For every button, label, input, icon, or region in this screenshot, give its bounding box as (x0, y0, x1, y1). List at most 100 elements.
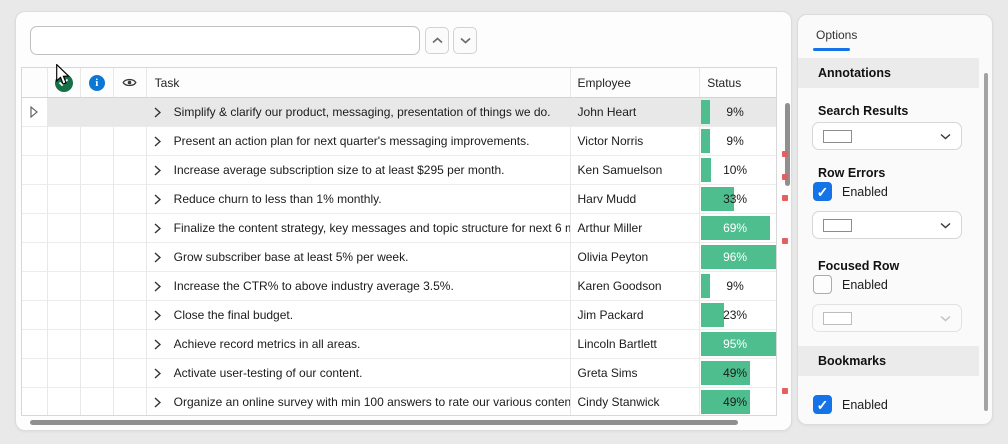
checkbox-bookmarks[interactable] (813, 395, 832, 414)
tab-options[interactable]: Options (816, 28, 858, 42)
employee-cell[interactable]: Jim Packard (570, 301, 701, 330)
expand-chevron-icon[interactable] (154, 367, 161, 379)
task-cell[interactable]: Close the final budget. (146, 301, 571, 330)
expand-chevron-icon[interactable] (154, 222, 161, 234)
expand-chevron-icon[interactable] (154, 251, 161, 263)
employee-cell[interactable]: Lincoln Bartlett (570, 330, 701, 359)
header-cell-task[interactable]: Task (147, 68, 571, 97)
status-cell[interactable]: 69% (700, 214, 776, 243)
status-cell[interactable]: 33% (700, 185, 776, 214)
row-errors-enabled-row: Enabled (813, 182, 888, 201)
expand-chevron-icon[interactable] (154, 193, 161, 205)
employee-cell[interactable]: Ken Samuelson (570, 156, 701, 185)
employee-cell[interactable]: Karen Goodson (570, 272, 701, 301)
expand-chevron-icon[interactable] (154, 164, 161, 176)
task-cell[interactable]: Activate user-testing of our content. (146, 359, 571, 388)
expand-chevron-icon[interactable] (154, 106, 161, 118)
expand-chevron-icon[interactable] (154, 338, 161, 350)
eye-annotation-cell (113, 127, 147, 156)
header-cell-info[interactable]: i (81, 68, 114, 97)
employee-cell[interactable]: Arthur Miller (570, 214, 701, 243)
task-cell[interactable]: Reduce churn to less than 1% monthly. (146, 185, 571, 214)
header-cell-status[interactable]: Status (707, 75, 742, 90)
task-cell[interactable]: Grow subscriber base at least 5% per wee… (146, 243, 571, 272)
dropdown-row-errors-color[interactable] (812, 211, 962, 239)
task-cell[interactable]: Increase the CTR% to above industry aver… (146, 272, 571, 301)
search-prev-button[interactable] (425, 27, 449, 54)
focused-row-enabled-row: Enabled (813, 275, 888, 294)
table-row[interactable]: Achieve record metrics in all areas. Lin… (22, 330, 776, 359)
header-cell-check[interactable] (48, 68, 81, 97)
status-cell[interactable]: 9% (700, 272, 776, 301)
task-cell[interactable]: Organize an online survey with min 100 a… (146, 388, 571, 415)
task-cell[interactable]: Present an action plan for next quarter'… (146, 127, 571, 156)
task-cell[interactable]: Finalize the content strategy, key messa… (146, 214, 571, 243)
employee-cell[interactable]: John Heart (570, 98, 701, 127)
expand-chevron-icon[interactable] (154, 280, 161, 292)
header-cell-eye[interactable] (114, 68, 147, 97)
table-row[interactable]: Grow subscriber base at least 5% per wee… (22, 243, 776, 272)
status-cell[interactable]: 49% (700, 388, 776, 415)
employee-cell[interactable]: Olivia Peyton (570, 243, 701, 272)
status-progress-bar (701, 274, 711, 298)
scrollbar-annotation-mark (782, 151, 788, 157)
employee-cell[interactable]: Victor Norris (570, 127, 701, 156)
info-annotation-cell (80, 185, 114, 214)
status-cell[interactable]: 10% (700, 156, 776, 185)
status-cell[interactable]: 95% (700, 330, 776, 359)
task-cell[interactable]: Achieve record metrics in all areas. (146, 330, 571, 359)
task-cell[interactable]: Simplify & clarify our product, messagin… (146, 98, 571, 127)
status-label: 96% (723, 250, 748, 264)
chevron-down-icon (940, 315, 951, 322)
checkbox-focused-row[interactable] (813, 275, 832, 294)
header-cell-employee[interactable]: Employee (571, 68, 701, 97)
task-text: Achieve record metrics in all areas. (173, 337, 361, 351)
status-progress-bar (701, 361, 751, 385)
table-row[interactable]: Organize an online survey with min 100 a… (22, 388, 776, 415)
checkbox-row-errors[interactable] (813, 182, 832, 201)
table-row[interactable]: Finalize the content strategy, key messa… (22, 214, 776, 243)
status-progress-bar (701, 245, 776, 269)
table-row[interactable]: Present an action plan for next quarter'… (22, 127, 776, 156)
dropdown-search-results-color[interactable] (812, 122, 962, 150)
search-input[interactable] (30, 26, 420, 55)
task-text: Finalize the content strategy, key messa… (173, 221, 571, 235)
check-annotation-cell (47, 214, 81, 243)
table-row[interactable]: Increase average subscription size to at… (22, 156, 776, 185)
task-text: Increase average subscription size to at… (173, 163, 505, 177)
search-next-button[interactable] (453, 27, 477, 54)
table-row[interactable]: Increase the CTR% to above industry aver… (22, 272, 776, 301)
horizontal-scrollbar-thumb[interactable] (30, 420, 738, 425)
eye-annotation-cell (113, 301, 147, 330)
status-cell[interactable]: 49% (700, 359, 776, 388)
status-cell[interactable]: 9% (700, 127, 776, 156)
info-annotation-cell (80, 359, 114, 388)
expand-chevron-icon[interactable] (154, 135, 161, 147)
task-cell[interactable]: Increase average subscription size to at… (146, 156, 571, 185)
table-row[interactable]: Simplify & clarify our product, messagin… (22, 98, 776, 127)
employee-cell[interactable]: Cindy Stanwick (570, 388, 701, 415)
task-text: Simplify & clarify our product, messagin… (173, 105, 551, 119)
row-indicator-cell (22, 359, 48, 388)
expand-chevron-icon[interactable] (154, 309, 161, 321)
table-row[interactable]: Close the final budget. Jim Packard 23% (22, 301, 776, 330)
panel-scrollbar-thumb[interactable] (984, 73, 988, 411)
vertical-scrollbar-thumb[interactable] (785, 103, 790, 186)
scrollbar-annotation-mark (782, 388, 788, 394)
employee-cell[interactable]: Greta Sims (570, 359, 701, 388)
expand-chevron-icon[interactable] (154, 396, 161, 408)
check-circle-icon (54, 73, 73, 92)
check-annotation-cell (47, 388, 81, 415)
row-indicator-cell (22, 98, 48, 127)
status-cell[interactable]: 9% (700, 98, 776, 127)
table-row[interactable]: Reduce churn to less than 1% monthly. Ha… (22, 185, 776, 214)
status-cell[interactable]: 96% (700, 243, 776, 272)
task-text: Organize an online survey with min 100 a… (173, 395, 571, 409)
info-annotation-cell (80, 330, 114, 359)
status-cell[interactable]: 23% (700, 301, 776, 330)
task-text: Activate user-testing of our content. (173, 366, 363, 380)
color-swatch (823, 129, 852, 143)
dropdown-focused-row-color[interactable] (812, 304, 962, 332)
table-row[interactable]: Activate user-testing of our content. Gr… (22, 359, 776, 388)
employee-cell[interactable]: Harv Mudd (570, 185, 701, 214)
